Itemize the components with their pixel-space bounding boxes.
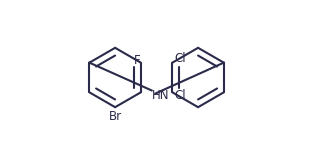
Text: Br: Br <box>109 110 122 122</box>
Text: Cl: Cl <box>175 52 186 65</box>
Text: F: F <box>134 54 141 67</box>
Text: Cl: Cl <box>175 89 186 102</box>
Text: HN: HN <box>152 89 169 102</box>
